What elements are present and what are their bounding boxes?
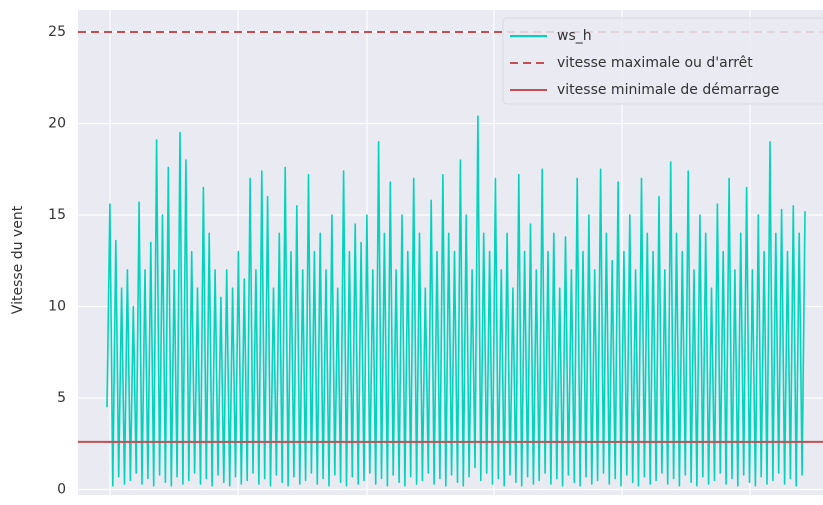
y-tick-label: 20 [48, 115, 66, 131]
y-tick-label: 25 [48, 24, 66, 40]
y-tick-label: 5 [57, 390, 66, 406]
legend-label: vitesse minimale de démarrage [557, 82, 779, 98]
marks [78, 30, 823, 487]
y-tick-label: 10 [48, 298, 66, 314]
y-tick-label: 0 [57, 482, 66, 498]
legend-box [502, 17, 823, 105]
legend-label: vitesse maximale ou d'arrêt [557, 55, 753, 71]
y-axis-label: Vitesse du vent [10, 205, 26, 314]
legend-label: ws_h [557, 28, 592, 44]
y-tick-label: 15 [48, 207, 66, 223]
data-line [106, 115, 806, 487]
